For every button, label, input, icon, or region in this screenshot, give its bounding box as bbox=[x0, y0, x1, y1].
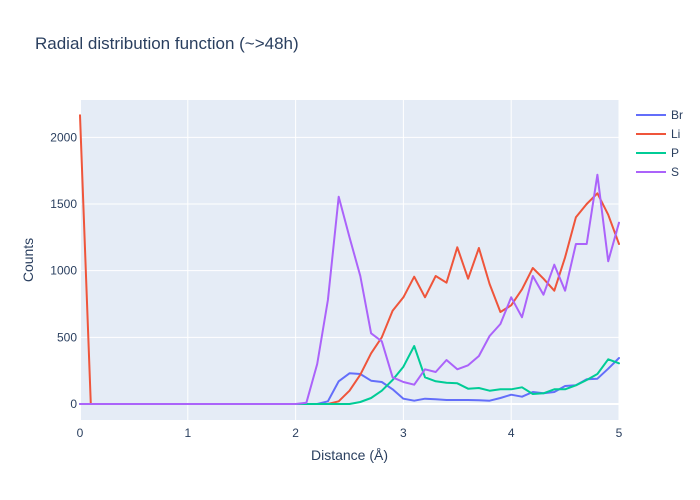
legend-label: S bbox=[671, 165, 679, 179]
plot-background bbox=[80, 100, 619, 420]
legend-item-li[interactable]: Li bbox=[636, 127, 680, 141]
series-layer bbox=[79, 114, 620, 405]
x-tick-label: 0 bbox=[77, 426, 84, 440]
y-tick-label: 1500 bbox=[50, 197, 77, 211]
y-tick-label: 1000 bbox=[50, 264, 77, 278]
legend-item-p[interactable]: P bbox=[636, 146, 679, 160]
y-tick-label: 500 bbox=[57, 330, 77, 344]
legend-label: Li bbox=[671, 127, 680, 141]
y-axis-title: Counts bbox=[20, 238, 36, 282]
legend-label: P bbox=[671, 146, 679, 160]
x-tick-label: 1 bbox=[184, 426, 191, 440]
series-line-s bbox=[79, 173, 620, 405]
x-tick-label: 3 bbox=[400, 426, 407, 440]
x-tick-label: 5 bbox=[616, 426, 623, 440]
legend-label: Br bbox=[671, 108, 683, 122]
x-tick-label: 2 bbox=[292, 426, 299, 440]
chart-title: Radial distribution function (~>48h) bbox=[35, 34, 299, 53]
x-tick-label: 4 bbox=[508, 426, 515, 440]
y-tick-label: 2000 bbox=[50, 130, 77, 144]
x-axis-title: Distance (Å) bbox=[311, 447, 388, 463]
y-tick-label: 0 bbox=[70, 397, 77, 411]
legend[interactable]: Br Li PS bbox=[636, 108, 683, 179]
series-line-p bbox=[79, 345, 620, 405]
y-axis-ticks: 0 500 1000 1500 2000 bbox=[50, 130, 77, 411]
legend-item-s[interactable]: S bbox=[636, 165, 679, 179]
legend-item-br[interactable]: Br bbox=[636, 108, 683, 122]
x-axis-ticks: 0 1 2 3 4 5 bbox=[77, 426, 623, 440]
